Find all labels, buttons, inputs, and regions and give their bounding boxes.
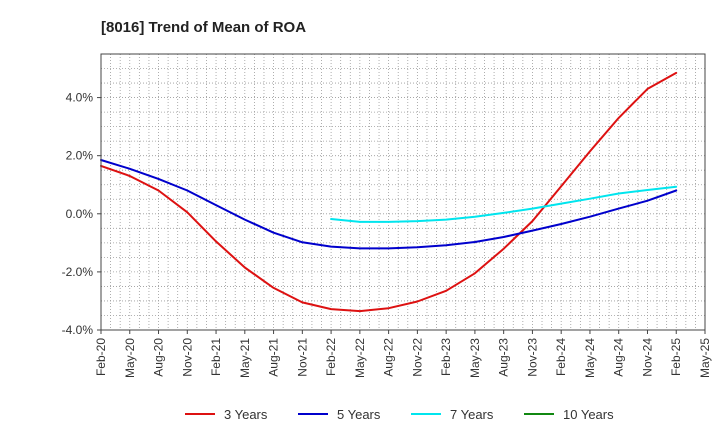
y-tick-label: 4.0%: [66, 91, 94, 105]
legend: 3 Years 5 Years 7 Years 10 Years: [185, 407, 614, 422]
x-tick-label: Feb-25: [669, 338, 683, 376]
x-tick-label: May-24: [583, 338, 597, 378]
x-tick-label: Nov-23: [525, 338, 539, 377]
x-tick-label: Feb-22: [324, 338, 338, 376]
y-tick-label: 2.0%: [66, 149, 94, 163]
x-tick-label: Nov-24: [640, 338, 654, 377]
x-tick-label: May-22: [353, 338, 367, 378]
x-tick-label: Aug-20: [152, 338, 166, 377]
x-tick-label: Nov-21: [295, 338, 309, 377]
x-tick-label: Nov-22: [410, 338, 424, 377]
x-tick-label: Aug-24: [612, 338, 626, 377]
series-lines: [100, 71, 678, 313]
x-tick-label: May-20: [123, 338, 137, 378]
plot-border: [100, 53, 706, 331]
legend-label-5-years: 5 Years: [337, 407, 381, 422]
plot-area: [101, 54, 705, 330]
series-line-5-years: [100, 159, 678, 250]
x-tick-label: May-25: [698, 338, 712, 378]
x-tick-label: Feb-23: [439, 338, 453, 376]
x-tick-label: Aug-23: [497, 338, 511, 377]
x-tick-label: Feb-20: [94, 338, 108, 376]
x-tick-label: May-23: [468, 338, 482, 378]
chart-title: [8016] Trend of Mean of ROA: [101, 19, 306, 36]
legend-label-7-years: 7 Years: [450, 407, 494, 422]
x-tick-label: Feb-21: [209, 338, 223, 376]
series-line-7-years: [330, 185, 678, 223]
y-tick-label: 0.0%: [66, 207, 94, 221]
series-line-3-years: [100, 71, 678, 313]
y-axis: -4.0% -2.0% 0.0% 2.0% 4.0%: [62, 91, 101, 337]
x-tick-label: Feb-24: [554, 338, 568, 376]
x-axis: Feb-20 May-20 Aug-20 Nov-20 Feb-21 May-21 Aug-…: [94, 330, 712, 378]
x-tick-label: Aug-21: [267, 338, 281, 377]
y-tick-label: -2.0%: [62, 265, 94, 279]
grid-lines: [101, 54, 705, 330]
x-tick-label: May-21: [238, 338, 252, 378]
legend-label-3-years: 3 Years: [224, 407, 268, 422]
x-tick-label: Nov-20: [180, 338, 194, 377]
legend-label-10-years: 10 Years: [563, 407, 614, 422]
x-tick-label: Aug-22: [382, 338, 396, 377]
y-tick-label: -4.0%: [62, 323, 94, 337]
